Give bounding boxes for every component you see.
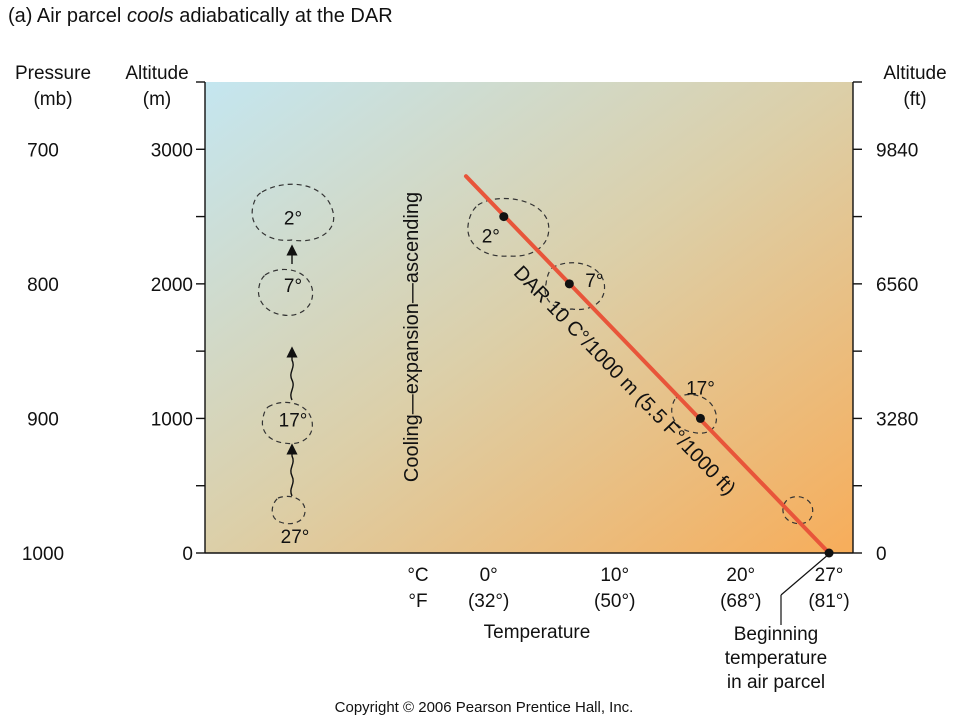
dar-point: [695, 413, 705, 423]
fahrenheit-unit-label: °F: [408, 591, 427, 612]
pressure-tick-label: 900: [27, 409, 59, 430]
dar-points: [499, 212, 834, 558]
parcel-outline-17: [261, 401, 313, 445]
rising-parcel-labels: 2° 7° 17° 27°: [279, 209, 310, 548]
pressure-unit: (mb): [33, 89, 72, 110]
rising-parcel-label: 7°: [284, 276, 302, 297]
dar-parcel-outline-7: [544, 262, 606, 311]
celsius-unit-label: °C: [407, 565, 428, 586]
dar-point: [499, 212, 509, 222]
dar-point: [564, 279, 574, 289]
temperature-tick-label-f: (50°): [594, 591, 635, 612]
dar-point-labels: 2° 7° 17°: [482, 227, 715, 400]
pressure-axis: 700 800 900 1000: [22, 140, 64, 565]
altitude-m-header: Altitude: [125, 63, 188, 84]
dar-point-label: 2°: [482, 227, 500, 248]
pressure-tick-label: 700: [27, 140, 59, 161]
pressure-tick-label: 1000: [22, 544, 64, 565]
temperature-tick-label-c: 27°: [815, 565, 844, 586]
temperature-tick-label-c: 0°: [480, 565, 498, 586]
rise-arrow-low: [286, 443, 298, 497]
altitude-ft-tick-label: 9840: [876, 140, 918, 161]
callout-text-3: in air parcel: [727, 672, 825, 693]
altitude-ft-axis: 9840 6560 3280 0: [852, 81, 918, 565]
parcel-outline-27: [271, 495, 306, 525]
dar-point-label: 7°: [585, 271, 603, 292]
altitude-m-tick-label: 1000: [151, 409, 193, 430]
altitude-m-tick-label: 3000: [151, 140, 193, 161]
altitude-m-unit: (m): [143, 89, 171, 110]
altitude-m-axis: 3000 2000 1000 0: [151, 81, 206, 565]
pressure-tick-label: 800: [27, 275, 59, 296]
rising-parcel-label: 17°: [279, 410, 308, 431]
parcel-outline-2: [251, 183, 335, 242]
figure-title: (a) Air parcel cools adiabatically at th…: [8, 5, 393, 27]
temperature-tick-label-c: 20°: [726, 565, 755, 586]
altitude-m-tick-label: 2000: [151, 275, 193, 296]
rising-parcel-label: 2°: [284, 209, 302, 230]
temperature-tick-label-c: 10°: [600, 565, 629, 586]
callout-text-1: Beginning: [734, 624, 819, 645]
altitude-ft-unit: (ft): [903, 89, 926, 110]
altitude-ft-tick-label: 6560: [876, 275, 918, 296]
temperature-axis-label: Temperature: [484, 622, 591, 643]
plot-background: [205, 82, 853, 553]
rise-arrow-mid: [286, 346, 298, 401]
temperature-tick-label-f: (81°): [808, 591, 849, 612]
copyright-text: Copyright © 2006 Pearson Prentice Hall, …: [335, 699, 634, 716]
rising-parcel-column: [251, 183, 335, 525]
pressure-header: Pressure: [15, 63, 91, 84]
temperature-tick-label-f: (68°): [720, 591, 761, 612]
altitude-m-tick-label: 0: [182, 544, 193, 565]
altitude-ft-tick-label: 0: [876, 544, 887, 565]
process-label: Cooling—expansion—ascending: [401, 192, 423, 482]
temperature-axis: 0° (32°) 10° (50°) 20° (68°) 27° (81°): [205, 552, 853, 612]
callout-line-diagonal: [780, 553, 830, 596]
dar-line: [463, 174, 832, 555]
dar-point-label: 17°: [686, 378, 715, 399]
callout-text-2: temperature: [725, 648, 827, 669]
temperature-tick-label-f: (32°): [468, 591, 509, 612]
parcel-outline-7: [257, 268, 314, 317]
rising-parcel-label: 27°: [281, 527, 310, 548]
altitude-ft-tick-label: 3280: [876, 409, 918, 430]
altitude-ft-header: Altitude: [883, 63, 946, 84]
